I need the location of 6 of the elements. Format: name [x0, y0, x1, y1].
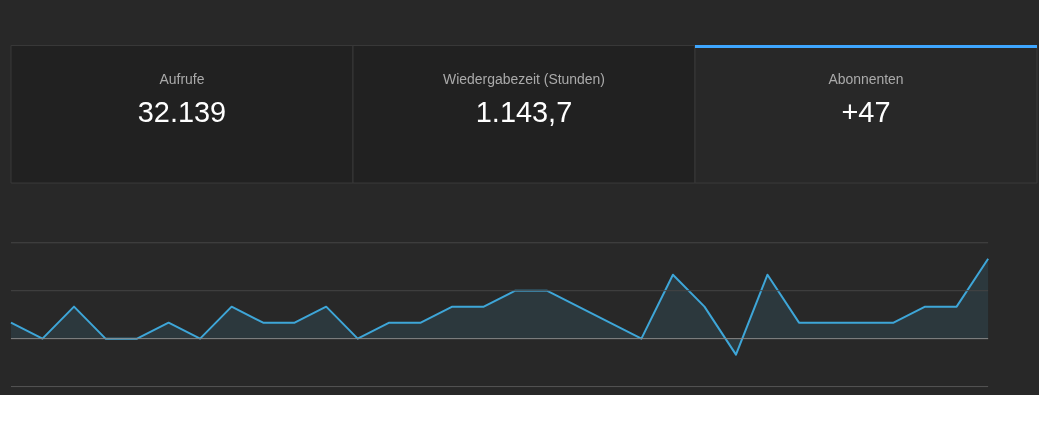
- text: Wiedergabezeit (Stunden): [443, 71, 605, 88]
- text: Aufrufe: [159, 71, 205, 88]
- text: Abonnenten: [828, 71, 904, 88]
- text: 1.143,7: [475, 96, 573, 129]
- text: +47: [841, 96, 891, 129]
- text: 32.139: [137, 96, 227, 129]
